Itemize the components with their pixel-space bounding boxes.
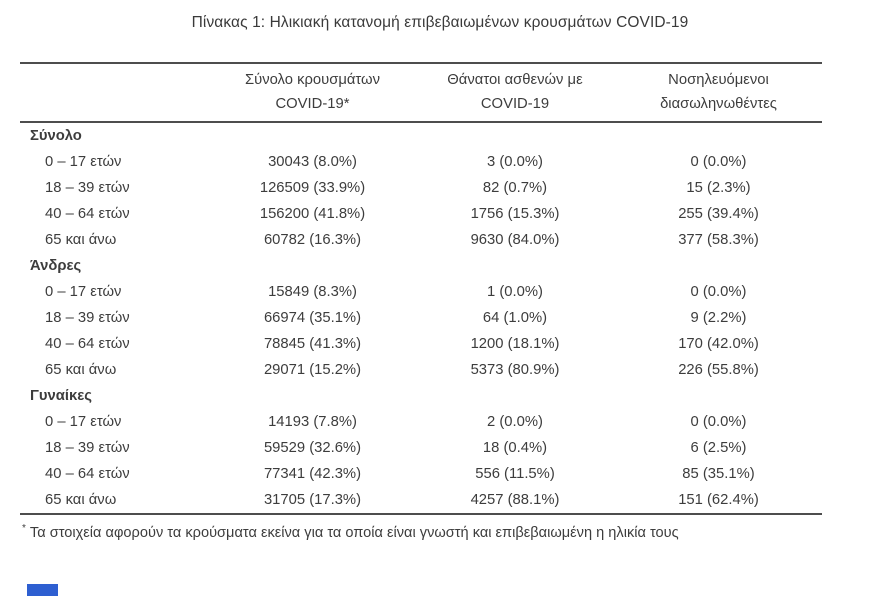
intubated-cell: 6 (2.5%) bbox=[690, 440, 747, 456]
table-row: 18 – 39 ετών 126509 (33.9%) 82 (0.7%) 15… bbox=[20, 175, 822, 201]
intubated-cell: 15 (2.3%) bbox=[686, 180, 751, 196]
intubated-cell: 170 (42.0%) bbox=[678, 336, 759, 352]
table-row: 65 και άνω 29071 (15.2%) 5373 (80.9%) 22… bbox=[20, 357, 822, 383]
cases-cell: 14193 (7.8%) bbox=[268, 414, 357, 430]
table-row: 18 – 39 ετών 66974 (35.1%) 64 (1.0%) 9 (… bbox=[20, 305, 822, 331]
table-top-rule bbox=[20, 62, 822, 64]
section-label: Άνδρες bbox=[30, 258, 82, 274]
section-header-row: Σύνολο bbox=[20, 123, 822, 149]
cases-cell: 156200 (41.8%) bbox=[259, 206, 366, 222]
table-row: 65 και άνω 31705 (17.3%) 4257 (88.1%) 15… bbox=[20, 487, 822, 513]
cases-cell: 126509 (33.9%) bbox=[259, 180, 366, 196]
table-footnote: * Τα στοιχεία αφορούν τα κρούσματα εκείνα… bbox=[22, 523, 832, 541]
deaths-cell: 9630 (84.0%) bbox=[470, 232, 560, 248]
age-cell: 40 – 64 ετών bbox=[45, 336, 130, 352]
table-row: 18 – 39 ετών 59529 (32.6%) 18 (0.4%) 6 (… bbox=[20, 435, 822, 461]
intubated-cell: 255 (39.4%) bbox=[678, 206, 759, 222]
intubated-cell: 0 (0.0%) bbox=[690, 414, 747, 430]
table-header-rule bbox=[20, 121, 822, 123]
intubated-cell: 0 (0.0%) bbox=[690, 154, 747, 170]
blue-mark bbox=[27, 584, 58, 596]
table-row: 40 – 64 ετών 77341 (42.3%) 556 (11.5%) 8… bbox=[20, 461, 822, 487]
cases-cell: 31705 (17.3%) bbox=[263, 492, 362, 508]
deaths-cell: 64 (1.0%) bbox=[482, 310, 548, 326]
section-label: Γυναίκες bbox=[30, 388, 92, 404]
deaths-cell: 556 (11.5%) bbox=[475, 466, 555, 482]
footnote-text: Τα στοιχεία αφορούν τα κρούσματα εκείνα … bbox=[29, 524, 679, 541]
deaths-cell: 82 (0.7%) bbox=[482, 180, 548, 196]
footnote-marker: * bbox=[22, 523, 26, 534]
deaths-cell: 1 (0.0%) bbox=[487, 284, 543, 300]
table-header-row: Σύνολο κρουσμάτων COVID-19* Θάνατοι ασθε… bbox=[20, 64, 822, 121]
cases-cell: 59529 (32.6%) bbox=[263, 440, 362, 456]
age-cell: 40 – 64 ετών bbox=[45, 466, 130, 482]
header-total-cases: Σύνολο κρουσμάτων COVID-19* bbox=[244, 71, 381, 112]
covid-age-table: Σύνολο κρουσμάτων COVID-19* Θάνατοι ασθε… bbox=[20, 62, 822, 515]
section-label: Σύνολο bbox=[30, 128, 82, 144]
deaths-cell: 1200 (18.1%) bbox=[470, 336, 560, 352]
age-cell: 0 – 17 ετών bbox=[45, 284, 122, 300]
intubated-cell: 9 (2.2%) bbox=[690, 310, 747, 326]
cases-cell: 77341 (42.3%) bbox=[263, 466, 362, 482]
intubated-cell: 0 (0.0%) bbox=[690, 284, 747, 300]
table-row: 0 – 17 ετών 15849 (8.3%) 1 (0.0%) 0 (0.0… bbox=[20, 279, 822, 305]
deaths-cell: 1756 (15.3%) bbox=[470, 206, 560, 222]
age-cell: 18 – 39 ετών bbox=[45, 310, 130, 326]
header-deaths: Θάνατοι ασθενών με COVID-19 bbox=[447, 71, 583, 112]
cases-cell: 60782 (16.3%) bbox=[263, 232, 362, 248]
deaths-cell: 4257 (88.1%) bbox=[470, 492, 560, 508]
cases-cell: 30043 (8.0%) bbox=[268, 154, 357, 170]
age-cell: 65 και άνω bbox=[45, 232, 117, 248]
intubated-cell: 377 (58.3%) bbox=[678, 232, 759, 248]
deaths-cell: 5373 (80.9%) bbox=[470, 362, 560, 378]
section-header-row: Άνδρες bbox=[20, 253, 822, 279]
header-intubated: Νοσηλευόμενοι διασωληνωθέντες bbox=[660, 71, 777, 112]
table-row: 40 – 64 ετών 78845 (41.3%) 1200 (18.1%) … bbox=[20, 331, 822, 357]
age-cell: 0 – 17 ετών bbox=[45, 154, 122, 170]
deaths-cell: 2 (0.0%) bbox=[487, 414, 543, 430]
intubated-cell: 85 (35.1%) bbox=[682, 466, 755, 482]
age-cell: 65 και άνω bbox=[45, 492, 117, 508]
cases-cell: 15849 (8.3%) bbox=[268, 284, 357, 300]
age-cell: 40 – 64 ετών bbox=[45, 206, 130, 222]
age-cell: 0 – 17 ετών bbox=[45, 414, 122, 430]
age-cell: 18 – 39 ετών bbox=[45, 440, 130, 456]
table-row: 0 – 17 ετών 14193 (7.8%) 2 (0.0%) 0 (0.0… bbox=[20, 409, 822, 435]
table-row: 40 – 64 ετών 156200 (41.8%) 1756 (15.3%)… bbox=[20, 201, 822, 227]
intubated-cell: 151 (62.4%) bbox=[678, 492, 759, 508]
cases-cell: 78845 (41.3%) bbox=[263, 336, 362, 352]
table-row: 65 και άνω 60782 (16.3%) 9630 (84.0%) 37… bbox=[20, 227, 822, 253]
cases-cell: 66974 (35.1%) bbox=[263, 310, 362, 326]
table-bottom-rule bbox=[20, 513, 822, 515]
table-row: 0 – 17 ετών 30043 (8.0%) 3 (0.0%) 0 (0.0… bbox=[20, 149, 822, 175]
cases-cell: 29071 (15.2%) bbox=[263, 362, 362, 378]
section-header-row: Γυναίκες bbox=[20, 383, 822, 409]
intubated-cell: 226 (55.8%) bbox=[678, 362, 759, 378]
table-title: Πίνακας 1: Ηλικιακή κατανομή επιβεβαιωμέ… bbox=[191, 14, 689, 31]
deaths-cell: 18 (0.4%) bbox=[482, 440, 548, 456]
deaths-cell: 3 (0.0%) bbox=[487, 154, 543, 170]
age-cell: 18 – 39 ετών bbox=[45, 180, 130, 196]
age-cell: 65 και άνω bbox=[45, 362, 117, 378]
